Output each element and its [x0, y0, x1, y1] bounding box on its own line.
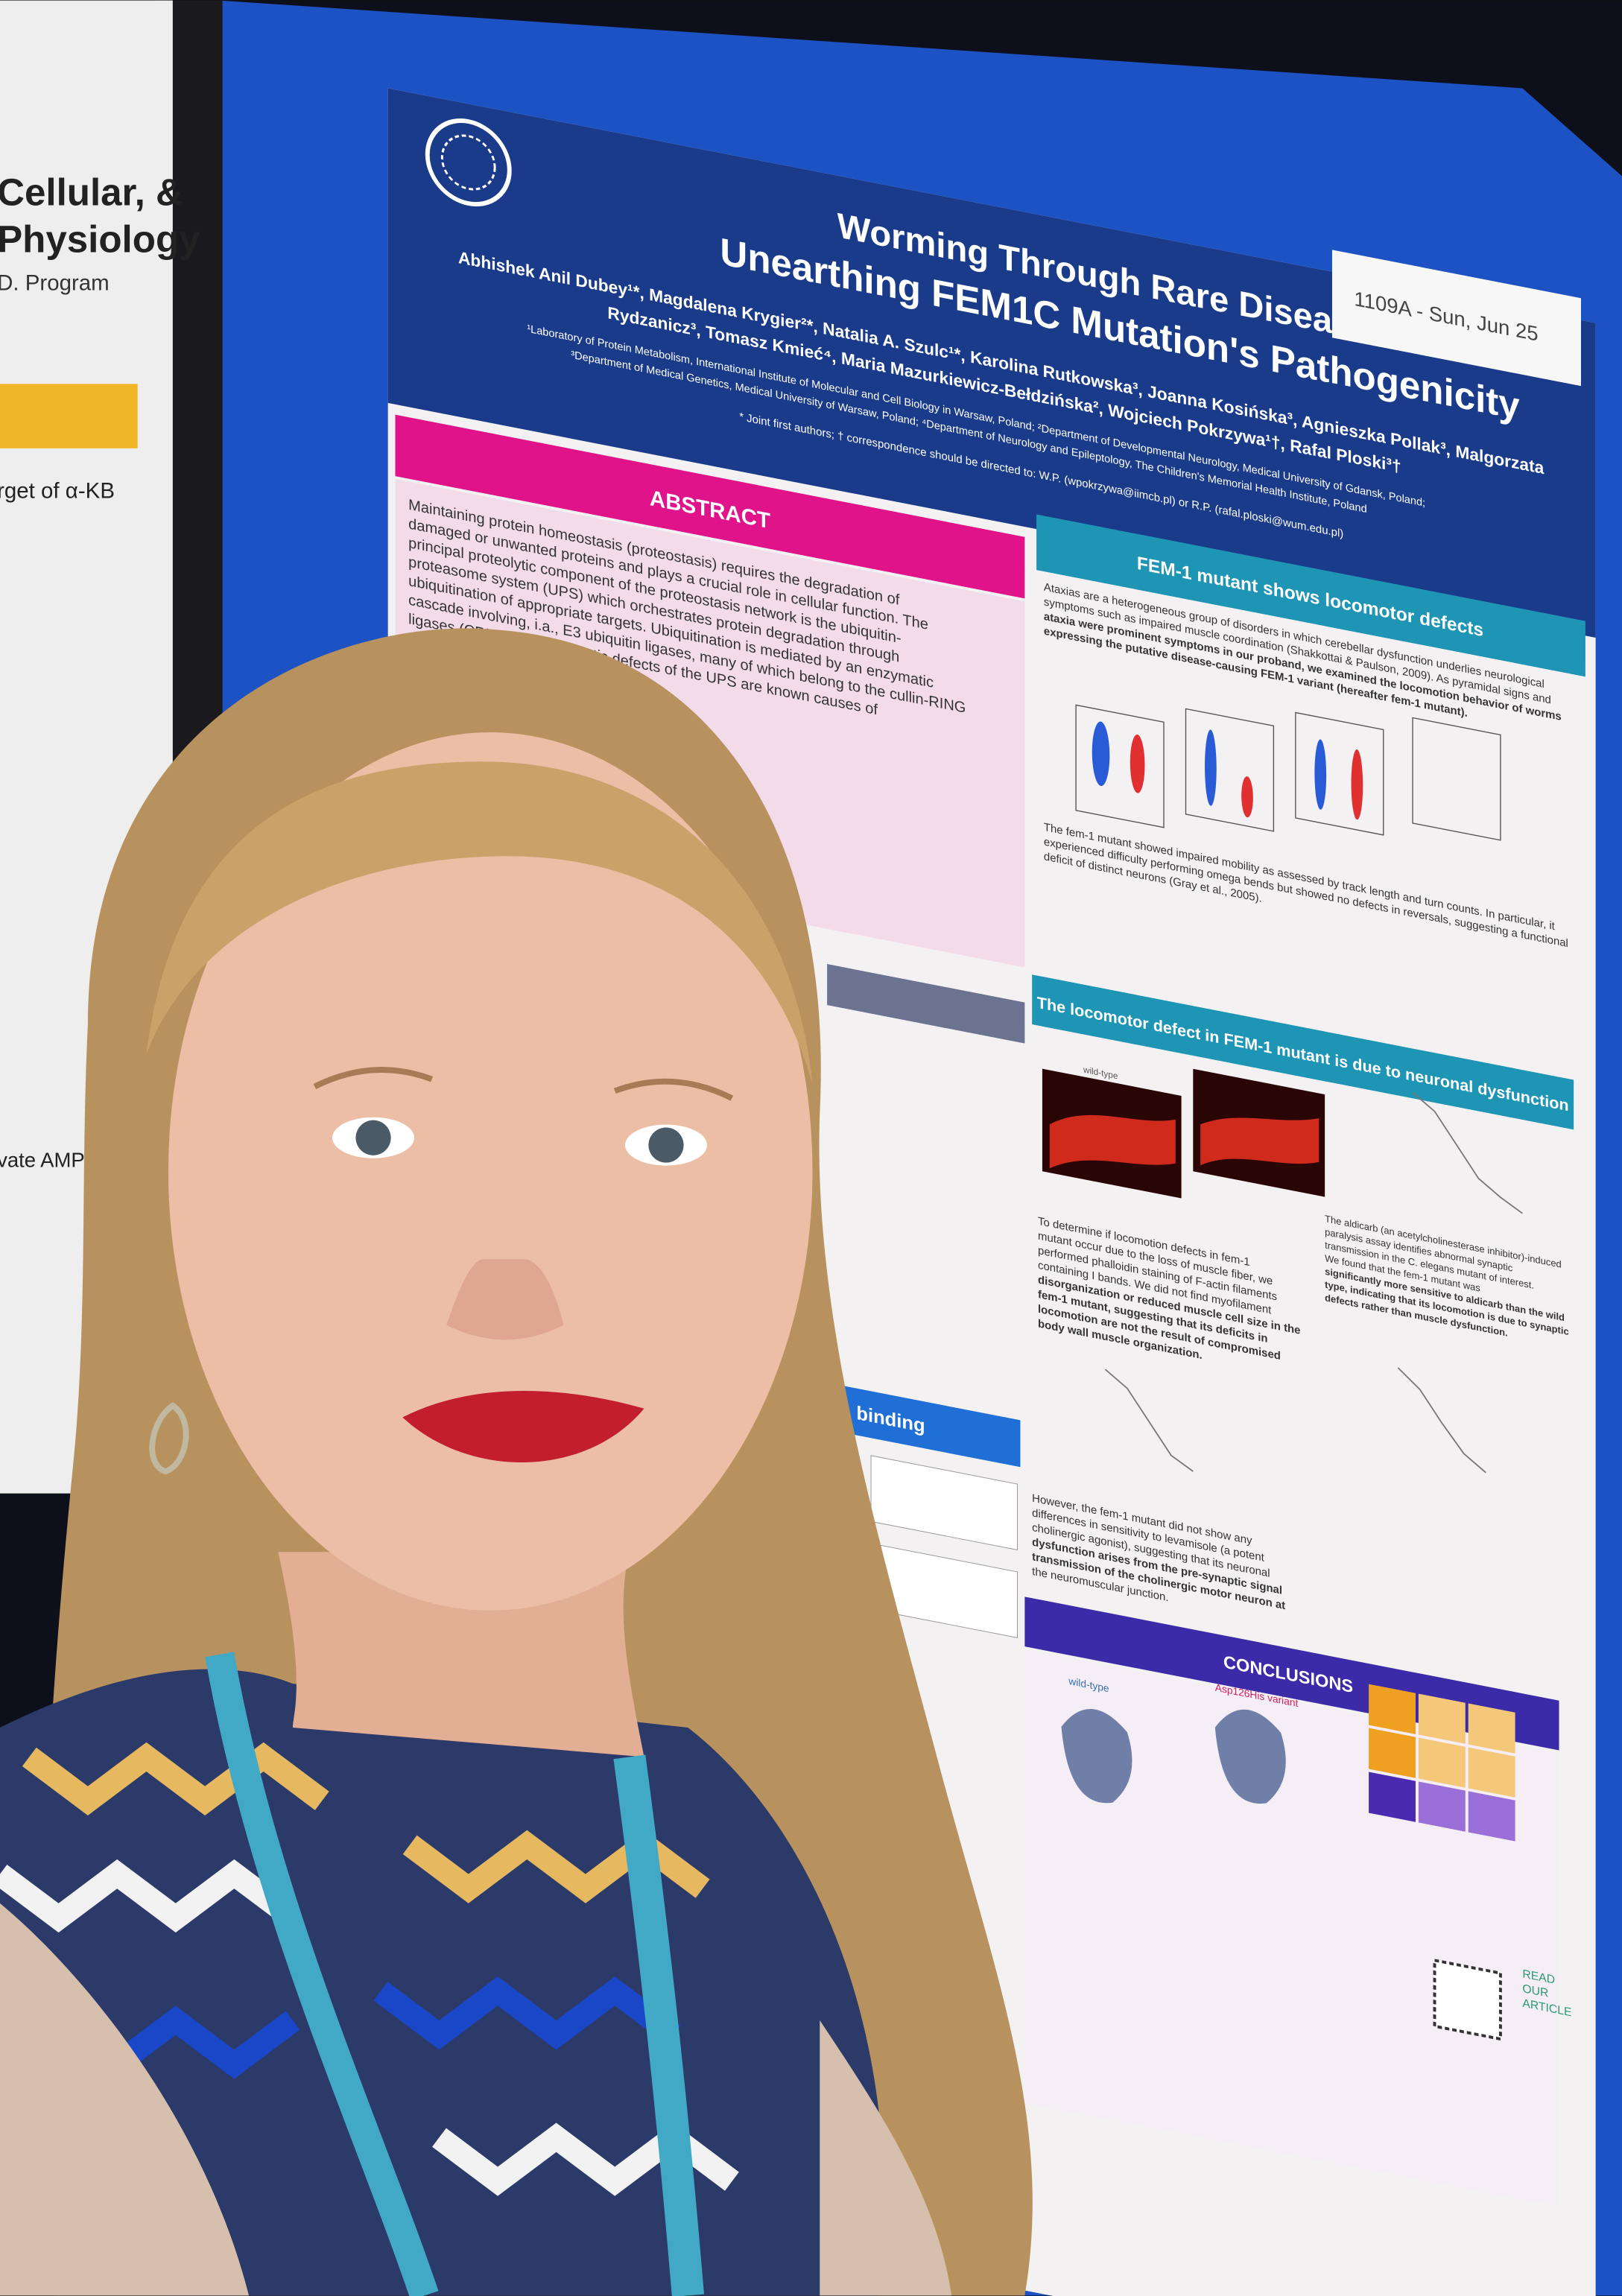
scatter-cloud — [1092, 721, 1110, 787]
cell — [1418, 1781, 1466, 1832]
zigzag — [0, 1859, 300, 1933]
left-text: Cellular, & — [0, 171, 183, 214]
plot-frame — [1295, 711, 1384, 836]
zigzag — [373, 1976, 681, 2050]
cell — [1418, 1737, 1466, 1788]
left-text: rget of α-KB — [0, 479, 115, 504]
protein-shape — [1214, 1709, 1286, 1804]
zigzag — [22, 1742, 329, 1815]
session-tag — [1331, 250, 1581, 387]
muscle-stain — [1200, 1117, 1320, 1166]
survival-curve — [1412, 1091, 1523, 1214]
lanyard — [205, 1652, 439, 2296]
scatter-cloud — [1205, 729, 1217, 806]
cell — [1468, 1703, 1515, 1754]
left-text: D. Program — [0, 271, 110, 296]
person — [0, 628, 1033, 2296]
grid-table — [1369, 1684, 1515, 1842]
cell — [1369, 1684, 1416, 1734]
cardigan — [0, 1903, 250, 2296]
read-label: OUR — [1522, 1982, 1548, 2000]
iris — [648, 1127, 684, 1163]
logo — [425, 118, 512, 207]
plot-frame — [1185, 708, 1275, 832]
cell — [1468, 1747, 1515, 1798]
poster-header — [387, 88, 1596, 638]
scatter-cloud — [1314, 739, 1327, 810]
section2-band — [1032, 974, 1574, 1130]
section1-band — [1036, 514, 1585, 677]
earring — [149, 1402, 189, 1475]
scatter-cloud — [1130, 734, 1145, 793]
table — [870, 1455, 1018, 1551]
scatter-cloud — [1241, 776, 1253, 818]
eyebrow — [613, 1078, 734, 1101]
survival-curve — [1104, 1369, 1194, 1472]
case-band — [827, 964, 1025, 1044]
scatter-cloud — [1351, 749, 1363, 820]
hair-fringe — [146, 761, 813, 1084]
left-text: vate AMPK — [0, 1149, 99, 1172]
muscle-stain — [1049, 1114, 1176, 1169]
lanyard — [613, 1754, 704, 2296]
plot-frame — [1412, 717, 1501, 841]
cell — [1468, 1791, 1515, 1842]
survival-curve — [1397, 1367, 1486, 1474]
left-text: Physiology — [0, 218, 200, 261]
plots — [1075, 704, 1501, 841]
abstract-band — [395, 414, 1025, 599]
eyebrow — [313, 1067, 433, 1089]
cell — [1418, 1693, 1466, 1744]
neck — [278, 1552, 644, 1757]
nose — [446, 1259, 564, 1340]
face — [168, 732, 813, 1611]
lips — [402, 1390, 644, 1463]
left-band — [0, 384, 138, 448]
plot-frame — [1075, 704, 1165, 828]
binding-band — [827, 1382, 1021, 1468]
protein-shape — [1061, 1709, 1132, 1804]
qr-code — [1433, 1959, 1502, 2041]
cell — [1369, 1728, 1416, 1778]
iris — [355, 1120, 391, 1155]
cell — [1369, 1772, 1416, 1822]
logo — [440, 134, 496, 191]
cardigan — [820, 2020, 952, 2296]
